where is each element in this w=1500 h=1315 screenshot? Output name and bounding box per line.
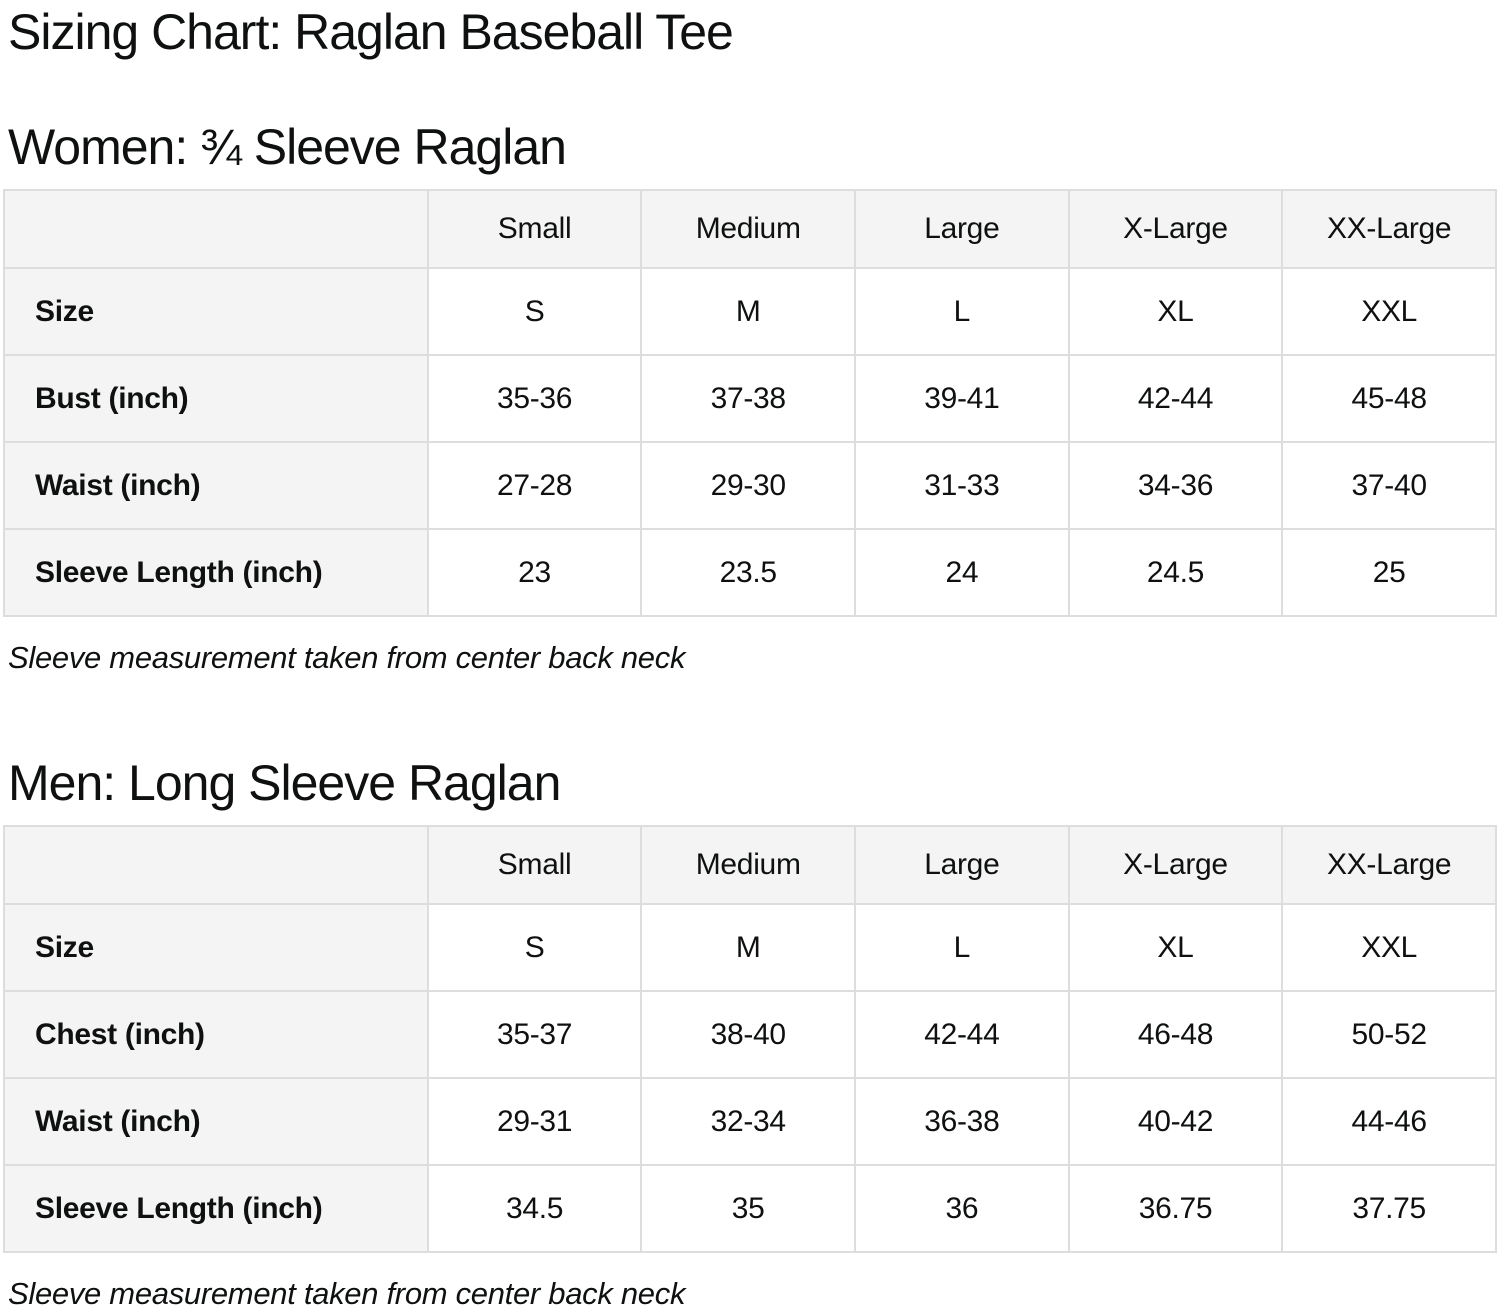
cell-value: L [854, 903, 1070, 993]
women-col-header-medium: Medium [640, 189, 857, 269]
cell-value: 29-30 [640, 441, 857, 530]
table-row: Waist (inch) 27-28 29-30 31-33 34-36 37-… [3, 441, 1497, 530]
cell-value: 46-48 [1067, 990, 1284, 1080]
men-col-header-xlarge: X-Large [1067, 825, 1284, 906]
cell-value: 24 [854, 528, 1070, 617]
cell-value: M [640, 267, 857, 356]
row-label-waist: Waist (inch) [3, 1077, 429, 1167]
cell-value: 34.5 [426, 1164, 643, 1254]
men-col-header-medium: Medium [640, 825, 857, 906]
table-row: Chest (inch) 35-37 38-40 42-44 46-48 50-… [3, 990, 1497, 1080]
cell-value: S [426, 267, 643, 356]
women-col-header-small: Small [426, 189, 643, 269]
cell-value: 29-31 [426, 1077, 643, 1167]
table-row: Size S M L XL XXL [3, 267, 1497, 356]
cell-value: 23.5 [640, 528, 857, 617]
cell-value: 42-44 [854, 990, 1070, 1080]
cell-value: 39-41 [854, 354, 1070, 443]
cell-value: 44-46 [1281, 1077, 1497, 1167]
women-col-header-xlarge: X-Large [1067, 189, 1284, 269]
cell-value: 27-28 [426, 441, 643, 530]
cell-value: 42-44 [1067, 354, 1284, 443]
men-col-header-large: Large [854, 825, 1070, 906]
section-heading-men: Men: Long Sleeve Raglan [8, 755, 561, 812]
cell-value: 24.5 [1067, 528, 1284, 617]
cell-value: 23 [426, 528, 643, 617]
women-corner-cell [3, 189, 429, 269]
cell-value: 35-37 [426, 990, 643, 1080]
cell-value: 35-36 [426, 354, 643, 443]
cell-value: 36.75 [1067, 1164, 1284, 1254]
cell-value: 40-42 [1067, 1077, 1284, 1167]
cell-value: 36 [854, 1164, 1070, 1254]
cell-value: L [854, 267, 1070, 356]
cell-value: XXL [1281, 267, 1497, 356]
sleeve-note-men: Sleeve measurement taken from center bac… [8, 1276, 686, 1312]
cell-value: 25 [1281, 528, 1497, 617]
cell-value: 32-34 [640, 1077, 857, 1167]
women-sizing-table: Small Medium Large X-Large XX-Large Size… [3, 189, 1497, 617]
cell-value: 37-38 [640, 354, 857, 443]
cell-value: 34-36 [1067, 441, 1284, 530]
cell-value: XXL [1281, 903, 1497, 993]
cell-value: 45-48 [1281, 354, 1497, 443]
women-col-header-large: Large [854, 189, 1070, 269]
cell-value: 50-52 [1281, 990, 1497, 1080]
sleeve-note-women: Sleeve measurement taken from center bac… [8, 640, 686, 675]
section-men: Men: Long Sleeve Raglan Small Medium Lar… [3, 756, 1497, 1312]
cell-value: XL [1067, 903, 1284, 993]
table-row: Sleeve Length (inch) 23 23.5 24 24.5 25 [3, 528, 1497, 617]
cell-value: S [426, 903, 643, 993]
men-sizing-table: Small Medium Large X-Large XX-Large Size… [3, 825, 1497, 1254]
table-row: Sleeve Length (inch) 34.5 35 36 36.75 37… [3, 1164, 1497, 1254]
row-label-size: Size [3, 267, 429, 356]
table-row: Size S M L XL XXL [3, 903, 1497, 993]
cell-value: 35 [640, 1164, 857, 1254]
row-label-waist: Waist (inch) [3, 441, 429, 530]
row-label-chest: Chest (inch) [3, 990, 429, 1080]
row-label-sleeve-length: Sleeve Length (inch) [3, 1164, 429, 1254]
cell-value: 37-40 [1281, 441, 1497, 530]
women-col-header-xxlarge: XX-Large [1281, 189, 1497, 269]
row-label-sleeve-length: Sleeve Length (inch) [3, 528, 429, 617]
cell-value: M [640, 903, 857, 993]
cell-value: 36-38 [854, 1077, 1070, 1167]
cell-value: 38-40 [640, 990, 857, 1080]
men-corner-cell [3, 825, 429, 906]
women-header-row: Small Medium Large X-Large XX-Large [3, 189, 1497, 269]
table-row: Waist (inch) 29-31 32-34 36-38 40-42 44-… [3, 1077, 1497, 1167]
section-women: Women: ¾ Sleeve Raglan Small Medium Larg… [3, 120, 1497, 676]
row-label-bust: Bust (inch) [3, 354, 429, 443]
men-col-header-xxlarge: XX-Large [1281, 825, 1497, 906]
cell-value: 37.75 [1281, 1164, 1497, 1254]
table-row: Bust (inch) 35-36 37-38 39-41 42-44 45-4… [3, 354, 1497, 443]
men-col-header-small: Small [426, 825, 643, 906]
row-label-size: Size [3, 903, 429, 993]
cell-value: 31-33 [854, 441, 1070, 530]
cell-value: XL [1067, 267, 1284, 356]
page-title: Sizing Chart: Raglan Baseball Tee [8, 4, 734, 60]
section-heading-women: Women: ¾ Sleeve Raglan [8, 119, 567, 175]
men-header-row: Small Medium Large X-Large XX-Large [3, 825, 1497, 906]
